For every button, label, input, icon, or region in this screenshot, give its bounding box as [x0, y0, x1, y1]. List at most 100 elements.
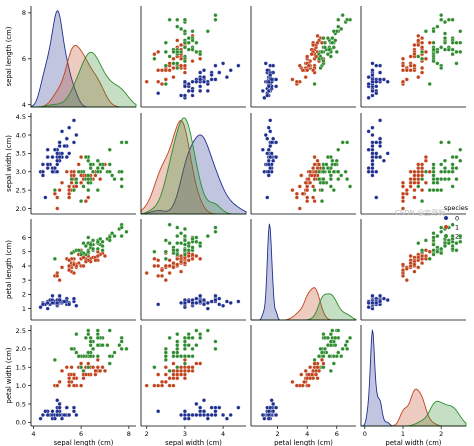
scatter-point-series-1	[171, 56, 176, 61]
scatter-point-series-2	[450, 154, 455, 160]
scatter-point-series-1	[93, 372, 98, 377]
scatter-point-series-2	[119, 169, 124, 174]
scatter-point-series-1	[294, 383, 299, 388]
scatter-point-series-1	[182, 261, 187, 266]
scatter-point-series-1	[420, 162, 425, 167]
scatter-point-series-2	[117, 343, 122, 348]
scatter-point-series-2	[52, 188, 57, 193]
scatter-point-series-0	[266, 84, 271, 89]
scatter-point-series-1	[315, 40, 320, 45]
y-tick-label: 0.5	[16, 400, 26, 408]
scatter-point-series-1	[427, 40, 432, 45]
y-tick-label: 6	[22, 234, 26, 242]
scatter-point-series-0	[370, 79, 375, 84]
scatter-point-series-2	[442, 177, 448, 182]
scatter-point-series-1	[86, 361, 91, 366]
scatter-point-series-0	[374, 154, 379, 160]
scatter-point-series-1	[423, 180, 428, 185]
scatter-point-series-1	[156, 372, 161, 377]
scatter-point-series-0	[182, 409, 187, 414]
scatter-point-series-2	[95, 328, 100, 333]
scatter-point-series-2	[431, 177, 436, 182]
scatter-point-series-0	[268, 405, 273, 410]
scatter-point-series-1	[412, 42, 417, 48]
scatter-point-series-0	[263, 132, 268, 138]
scatter-point-series-2	[339, 173, 344, 178]
scatter-point-series-0	[213, 77, 218, 82]
scatter-point-series-0	[265, 195, 270, 200]
scatter-point-series-2	[190, 29, 195, 34]
scatter-point-series-2	[321, 59, 326, 64]
scatter-point-series-2	[175, 248, 180, 253]
scatter-point-series-1	[152, 256, 157, 261]
scatter-point-series-2	[423, 169, 428, 174]
scatter-point-series-1	[300, 191, 305, 196]
scatter-point-series-0	[182, 79, 187, 84]
x-axis-label: petal width (cm)	[386, 439, 442, 446]
scatter-point-series-1	[163, 68, 168, 73]
scatter-point-series-2	[124, 229, 129, 234]
scatter-point-series-1	[300, 68, 305, 73]
scatter-point-series-1	[315, 365, 320, 370]
scatter-point-series-0	[201, 79, 207, 84]
scatter-point-series-1	[408, 180, 413, 185]
scatter-point-series-1	[98, 177, 103, 182]
scatter-point-series-2	[325, 36, 330, 41]
scatter-point-series-0	[370, 300, 375, 306]
scatter-point-series-0	[374, 140, 379, 145]
scatter-point-series-2	[325, 335, 330, 340]
scatter-point-series-2	[190, 335, 195, 340]
scatter-point-series-2	[167, 17, 172, 22]
scatter-point-series-0	[74, 412, 79, 418]
scatter-point-series-2	[190, 245, 195, 250]
scatter-point-series-1	[156, 263, 161, 269]
scatter-point-series-1	[416, 173, 421, 178]
scatter-point-series-1	[171, 376, 176, 381]
scatter-point-series-2	[439, 140, 444, 145]
y-tick-label: 0.0	[16, 419, 26, 427]
scatter-point-series-1	[311, 42, 316, 48]
watermark-text: CSDN @宝哥啊	[395, 208, 445, 217]
scatter-point-series-1	[427, 249, 432, 254]
y-tick-label: 4.5	[16, 113, 26, 121]
scatter-point-series-2	[182, 252, 187, 257]
scatter-point-series-1	[175, 372, 180, 377]
scatter-point-series-0	[370, 125, 375, 130]
scatter-point-series-0	[370, 158, 375, 163]
scatter-point-series-1	[408, 54, 413, 59]
scatter-point-series-2	[330, 40, 335, 45]
scatter-point-series-2	[76, 248, 81, 253]
scatter-point-series-0	[55, 398, 60, 403]
scatter-point-series-0	[40, 302, 46, 307]
scatter-point-series-0	[71, 118, 77, 123]
scatter-point-series-1	[167, 383, 172, 388]
scatter-point-series-2	[182, 59, 187, 64]
scatter-point-series-2	[416, 184, 421, 189]
scatter-point-series-2	[454, 49, 459, 54]
scatter-point-series-1	[163, 365, 168, 370]
y-tick-label: 1	[22, 305, 26, 313]
scatter-point-series-2	[435, 188, 440, 193]
scatter-point-series-2	[167, 241, 172, 246]
scatter-point-series-0	[269, 398, 274, 403]
scatter-point-series-2	[86, 365, 91, 370]
scatter-point-series-2	[175, 346, 180, 351]
scatter-point-series-0	[198, 293, 203, 298]
scatter-point-series-2	[186, 47, 191, 52]
scatter-point-series-2	[171, 350, 176, 355]
scatter-point-series-0	[194, 79, 199, 84]
scatter-point-series-1	[171, 383, 176, 388]
scatter-point-series-1	[299, 372, 304, 377]
scatter-point-series-1	[57, 278, 62, 283]
scatter-point-series-2	[88, 343, 93, 348]
scatter-point-series-1	[57, 188, 62, 193]
scatter-point-series-1	[315, 158, 320, 163]
y-axis-label: sepal width (cm)	[5, 135, 13, 192]
scatter-point-series-2	[175, 241, 180, 246]
scatter-point-series-1	[190, 365, 195, 370]
scatter-point-series-2	[186, 248, 191, 253]
scatter-point-series-2	[190, 47, 195, 52]
scatter-point-series-1	[93, 368, 98, 373]
x-axis-label: petal length (cm)	[274, 439, 333, 446]
scatter-point-series-2	[454, 40, 459, 45]
